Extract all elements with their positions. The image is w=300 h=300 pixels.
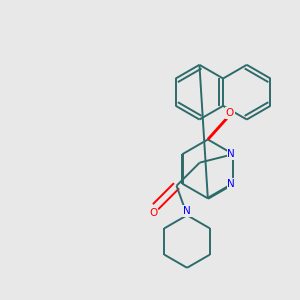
Text: O: O (226, 108, 234, 118)
Text: N: N (227, 179, 235, 189)
Text: O: O (149, 208, 158, 218)
Text: N: N (227, 149, 235, 159)
Text: N: N (183, 206, 191, 216)
